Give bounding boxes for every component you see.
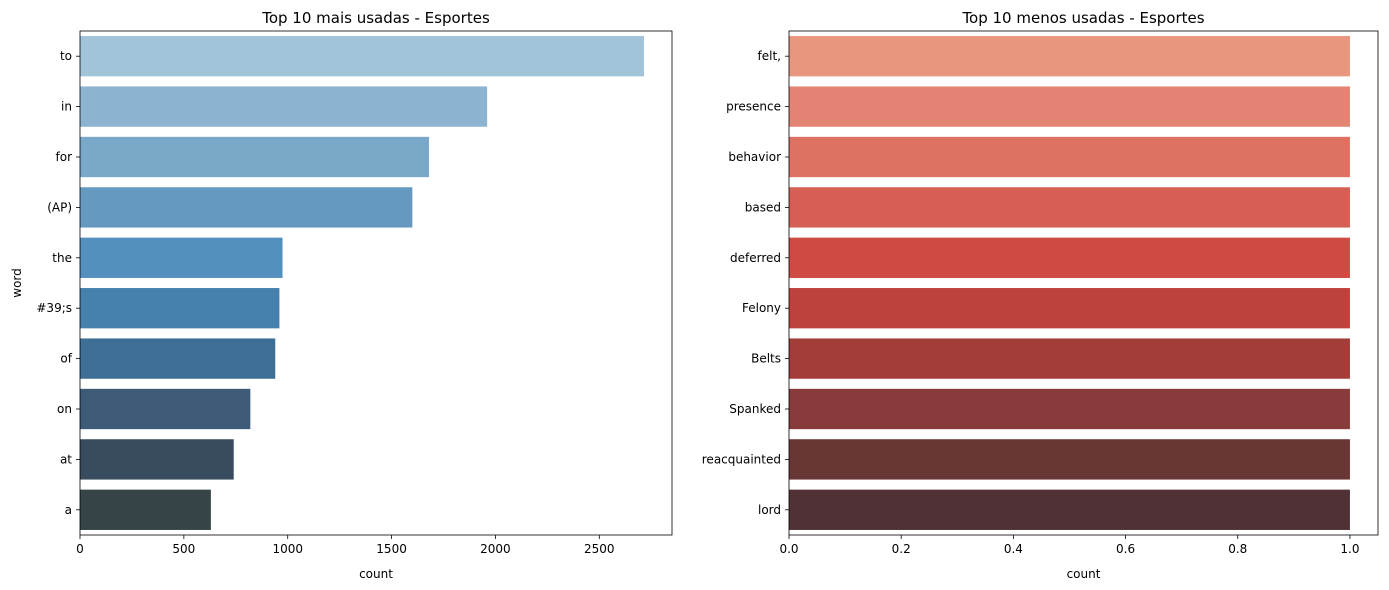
bar-0	[80, 36, 644, 77]
y-tick-label: #39;s	[36, 301, 72, 315]
bar-3	[789, 187, 1350, 228]
y-tick-label: lord	[758, 503, 781, 517]
x-tick-label: 1000	[272, 542, 303, 556]
chart-title: Top 10 menos usadas - Esportes	[961, 9, 1204, 27]
axes-frame	[788, 30, 1379, 536]
chart-least-used: felt, presence behavior based deferred Felony…	[702, 9, 1379, 581]
x-tick-label: 0.0	[779, 542, 798, 556]
bar-0	[789, 36, 1350, 77]
y-tick-label: for	[56, 150, 73, 164]
bar-4	[80, 237, 283, 278]
axes-frame	[79, 30, 673, 536]
x-axis-label: count	[1067, 567, 1101, 581]
y-tick-label: a	[65, 503, 72, 517]
x-axis-label: count	[359, 567, 393, 581]
bar-2	[80, 136, 429, 178]
y-tick-label: at	[60, 452, 72, 466]
x-tick-label: 1500	[376, 542, 407, 556]
y-tick-label: felt,	[758, 49, 781, 63]
y-tick-label: the	[52, 251, 72, 265]
x-tick-label: 0.4	[1004, 542, 1023, 556]
y-tick-label: Felony	[742, 301, 781, 315]
y-tick-label: (AP)	[47, 200, 72, 214]
y-tick-label: Belts	[751, 352, 781, 366]
x-tick-label: 2500	[584, 542, 615, 556]
x-tick-label: 0.2	[892, 542, 911, 556]
bar-7	[80, 388, 251, 430]
bar-3	[80, 187, 413, 228]
y-axis-label: word	[10, 268, 24, 298]
x-tick-label: 2000	[480, 542, 511, 556]
bar-5	[789, 288, 1350, 329]
y-tick-label: Spanked	[729, 402, 781, 416]
bar-8	[789, 439, 1350, 480]
y-tick-label: to	[60, 49, 72, 63]
x-tick-label: 500	[172, 542, 195, 556]
bar-2	[789, 136, 1350, 178]
y-tick-label: behavior	[728, 150, 781, 164]
bar-1	[789, 86, 1350, 127]
bar-9	[80, 489, 211, 530]
chart-most-used: to in for (AP) the #39;s of on at a 0 500 1000 1500 20…	[10, 9, 673, 581]
y-tick-label: deferred	[730, 251, 781, 265]
bar-5	[80, 288, 280, 329]
x-tick-label: 0.6	[1116, 542, 1135, 556]
bar-6	[789, 338, 1350, 379]
y-tick-label: reacquainted	[702, 452, 781, 466]
y-tick-label: of	[60, 352, 72, 366]
y-tick-label: on	[57, 402, 72, 416]
bar-1	[80, 86, 488, 127]
x-tick-label: 1.0	[1340, 542, 1359, 556]
bar-8	[80, 439, 234, 480]
x-tick-label: 0	[76, 542, 84, 556]
bar-9	[789, 489, 1350, 530]
y-tick-label: based	[745, 200, 781, 214]
bar-4	[789, 237, 1350, 278]
bar-6	[80, 338, 276, 379]
y-tick-label: in	[61, 100, 72, 114]
bar-7	[789, 388, 1350, 430]
y-tick-label: presence	[726, 100, 781, 114]
x-tick-label: 0.8	[1228, 542, 1247, 556]
chart-title: Top 10 mais usadas - Esportes	[261, 9, 490, 27]
